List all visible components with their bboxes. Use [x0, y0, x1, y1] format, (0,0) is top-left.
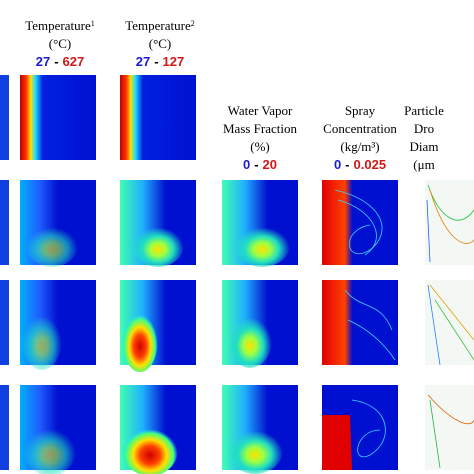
- range-min: 27: [136, 54, 150, 69]
- panel-temperature-1: [20, 75, 96, 474]
- column-range: 0-0.025: [334, 157, 386, 172]
- column-title: Particle: [404, 103, 444, 118]
- panel-spray: [322, 180, 398, 470]
- range-sep: -: [345, 157, 349, 172]
- column-unit: (°C): [149, 36, 172, 51]
- range-sep: -: [154, 54, 158, 69]
- title-text: Diam: [410, 139, 439, 154]
- title-text: Water Vapor: [228, 103, 293, 118]
- column-title: Temperature1: [25, 18, 95, 33]
- column-unit: (%): [250, 139, 270, 154]
- column-range: 27-627: [36, 54, 85, 69]
- column-title: Mass Fraction: [223, 121, 298, 136]
- title-text: Dro: [414, 121, 434, 136]
- title-text: Temperature: [25, 18, 91, 33]
- headers: Temperature1(°C)27-627Temperature2(°C)27…: [25, 18, 444, 172]
- title-text: Spray: [345, 103, 376, 118]
- column-unit: (kg/m³): [340, 139, 379, 154]
- column-title: Temperature2: [125, 18, 195, 33]
- column-title: Spray: [345, 103, 376, 118]
- panel-water-vapor: [222, 180, 298, 474]
- range-max: 127: [163, 54, 185, 69]
- column-unit: (μm: [413, 157, 434, 172]
- column-unit: (°C): [49, 36, 72, 51]
- title-text: Particle: [404, 103, 444, 118]
- column-title: Concentration: [323, 121, 397, 136]
- column-range: 0-20: [243, 157, 277, 172]
- column-title: Dro: [414, 121, 434, 136]
- title-superscript: 2: [191, 19, 195, 28]
- title-text: Temperature: [125, 18, 191, 33]
- panel-sliver: [0, 75, 9, 470]
- title-text: Concentration: [323, 121, 397, 136]
- range-max: 20: [263, 157, 277, 172]
- column-range: 27-127: [136, 54, 185, 69]
- column-title: Water Vapor: [228, 103, 293, 118]
- range-max: 627: [63, 54, 85, 69]
- range-max: 0.025: [354, 157, 387, 172]
- range-min: 0: [334, 157, 341, 172]
- range-sep: -: [54, 54, 58, 69]
- column-title: Diam: [410, 139, 439, 154]
- panel-temperature-2: [120, 75, 196, 474]
- title-superscript: 1: [91, 19, 95, 28]
- range-min: 0: [243, 157, 250, 172]
- panel-particle: [425, 180, 474, 470]
- range-sep: -: [254, 157, 258, 172]
- title-text: Mass Fraction: [223, 121, 298, 136]
- range-min: 27: [36, 54, 50, 69]
